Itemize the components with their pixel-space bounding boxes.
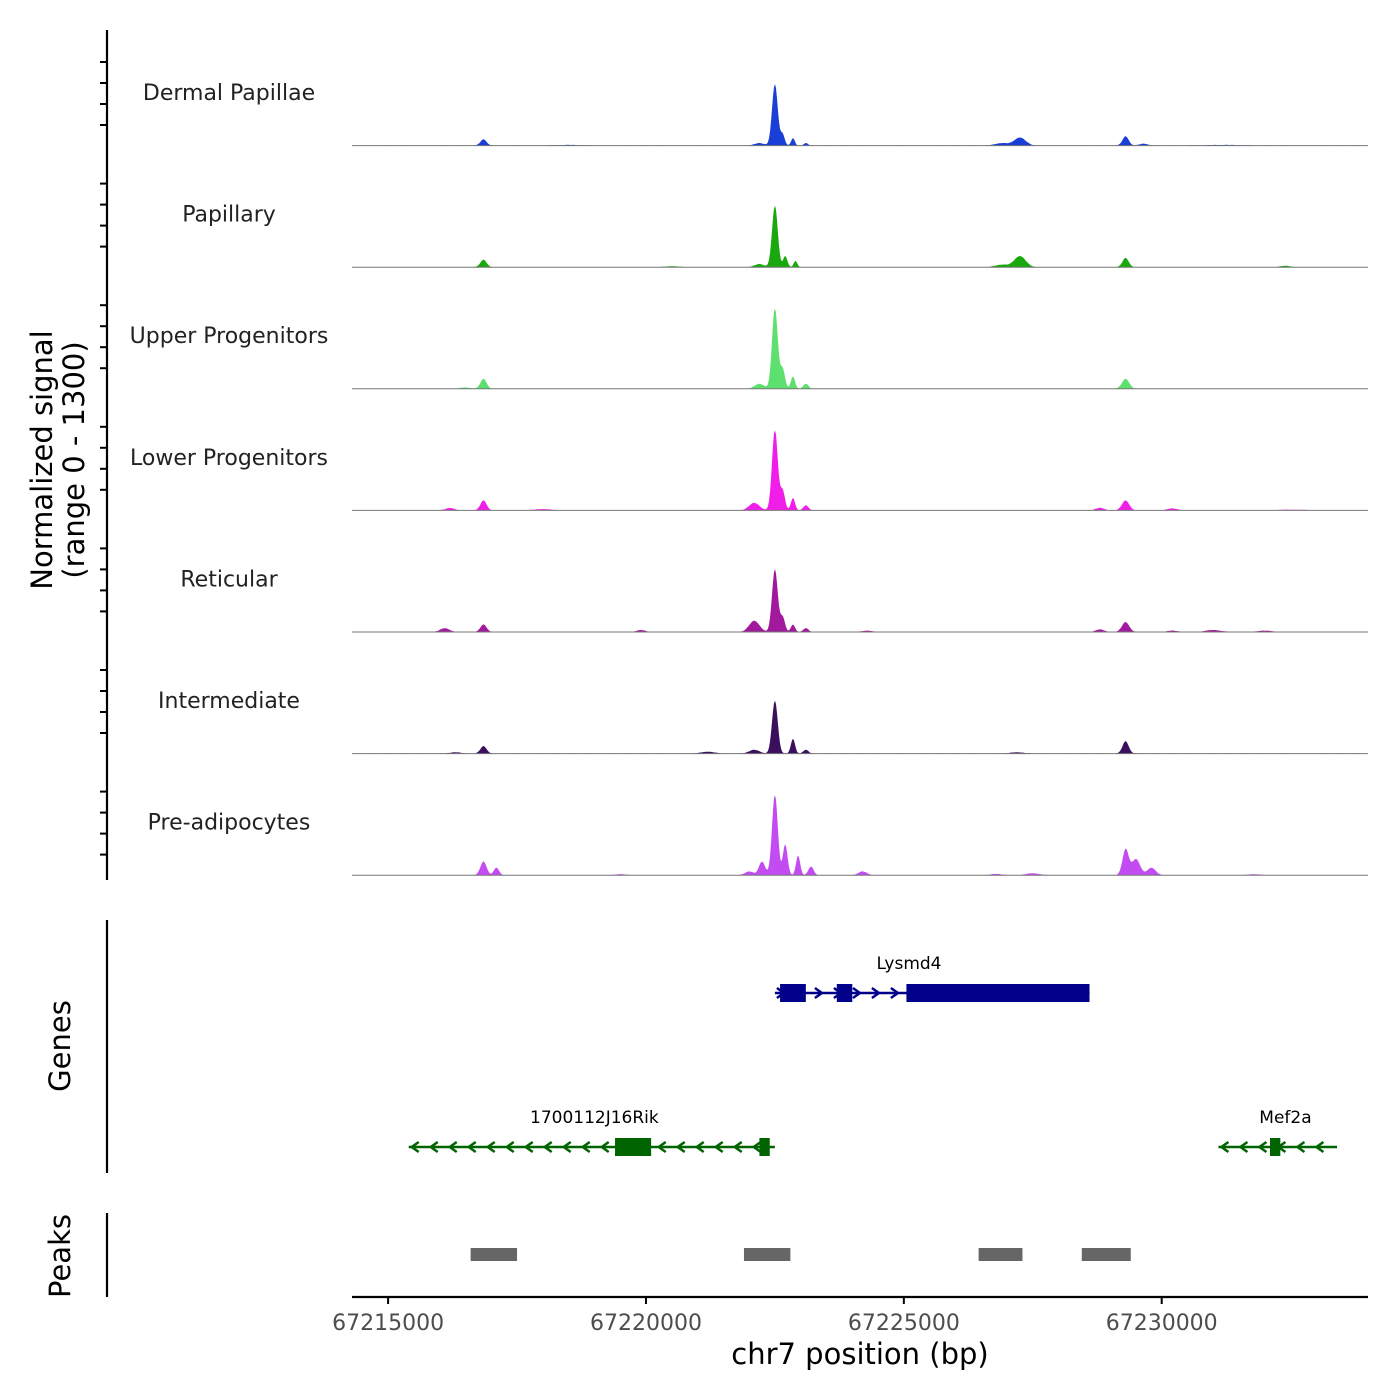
track-label: Reticular bbox=[180, 567, 278, 592]
strand-chevron bbox=[542, 1140, 553, 1154]
strand-chevron bbox=[504, 1140, 515, 1154]
coverage-area bbox=[352, 700, 1368, 754]
gene-Mef2a: Mef2a bbox=[1218, 1108, 1338, 1156]
strand-chevron bbox=[580, 1140, 591, 1154]
track-2: Upper Progenitors bbox=[130, 308, 1368, 390]
gene-label: 1700112J16Rik bbox=[530, 1108, 659, 1128]
gene-1700112J16Rik: 1700112J16Rik bbox=[408, 1108, 775, 1156]
track-5: Intermediate bbox=[158, 689, 1368, 755]
strand-chevron bbox=[852, 986, 863, 1000]
strand-chevron bbox=[814, 986, 825, 1000]
peak-region bbox=[743, 1248, 791, 1261]
track-label: Papillary bbox=[182, 203, 276, 228]
strand-chevron bbox=[713, 1140, 724, 1154]
gene-label: Mef2a bbox=[1259, 1108, 1311, 1128]
track-label: Lower Progenitors bbox=[130, 446, 328, 471]
track-label: Intermediate bbox=[158, 689, 300, 714]
gene-exon bbox=[780, 984, 806, 1002]
peak-region bbox=[470, 1248, 518, 1261]
coverage-area bbox=[352, 308, 1368, 389]
strand-chevron bbox=[694, 1140, 705, 1154]
x-tick-label: 67225000 bbox=[848, 1311, 960, 1336]
strand-chevron bbox=[1314, 1140, 1325, 1154]
coverage-area bbox=[352, 205, 1368, 268]
coverage-area bbox=[352, 430, 1368, 511]
strand-chevron bbox=[1238, 1140, 1249, 1154]
peak-region bbox=[1081, 1248, 1131, 1261]
genes-axis-title: Genes bbox=[43, 1000, 77, 1092]
peaks-axis-title: Peaks bbox=[43, 1214, 77, 1298]
x-tick-label: 67215000 bbox=[332, 1311, 444, 1336]
gene-exon bbox=[615, 1138, 652, 1156]
strand-chevron bbox=[1219, 1140, 1230, 1154]
axes: 67215000 67220000 67225000 67230000 bbox=[100, 30, 1368, 1336]
x-axis-title: chr7 position (bp) bbox=[731, 1337, 988, 1371]
strand-chevron bbox=[1295, 1140, 1306, 1154]
strand-chevron bbox=[447, 1140, 458, 1154]
strand-chevron bbox=[732, 1140, 743, 1154]
strand-chevron bbox=[751, 1140, 762, 1154]
x-tick-label: 67220000 bbox=[590, 1311, 702, 1336]
strand-chevron bbox=[675, 1140, 686, 1154]
strand-chevron bbox=[656, 1140, 667, 1154]
y-axis-title-line1: Normalized signal bbox=[25, 330, 59, 589]
gene-track: Lysmd4 1700112J16Rik Mef2a bbox=[408, 954, 1338, 1156]
track-1: Papillary bbox=[182, 203, 1368, 268]
strand-chevron bbox=[523, 1140, 534, 1154]
strand-chevron bbox=[871, 986, 882, 1000]
track-4: Reticular bbox=[180, 567, 1368, 633]
gene-exon bbox=[906, 984, 1090, 1002]
strand-chevron bbox=[561, 1140, 572, 1154]
strand-chevron bbox=[1257, 1140, 1268, 1154]
y-axis-title-line2: (range 0 - 1300) bbox=[57, 341, 91, 578]
strand-chevron bbox=[409, 1140, 420, 1154]
track-6: Pre-adipocytes bbox=[148, 795, 1368, 876]
strand-chevron bbox=[466, 1140, 477, 1154]
gene-Lysmd4: Lysmd4 bbox=[774, 954, 1091, 1002]
strand-chevron bbox=[485, 1140, 496, 1154]
track-label: Pre-adipocytes bbox=[148, 811, 311, 836]
coverage-tracks: Dermal Papillae Papillary Upper Progenitor… bbox=[130, 81, 1368, 876]
track-0: Dermal Papillae bbox=[143, 81, 1368, 147]
gene-label: Lysmd4 bbox=[876, 954, 941, 974]
coverage-area bbox=[352, 83, 1368, 146]
track-label: Upper Progenitors bbox=[130, 324, 329, 349]
track-3: Lower Progenitors bbox=[130, 430, 1368, 511]
gene-exon bbox=[1270, 1138, 1281, 1156]
gene-exon bbox=[759, 1138, 770, 1156]
peak-region bbox=[978, 1248, 1023, 1261]
coverage-area bbox=[352, 795, 1368, 876]
peak-track bbox=[470, 1248, 1131, 1261]
strand-chevron bbox=[599, 1140, 610, 1154]
x-tick-label: 67230000 bbox=[1106, 1311, 1218, 1336]
gene-exon bbox=[836, 984, 853, 1002]
coverage-area bbox=[352, 569, 1368, 632]
strand-chevron bbox=[890, 986, 901, 1000]
strand-chevron bbox=[428, 1140, 439, 1154]
track-label: Dermal Papillae bbox=[143, 81, 315, 106]
